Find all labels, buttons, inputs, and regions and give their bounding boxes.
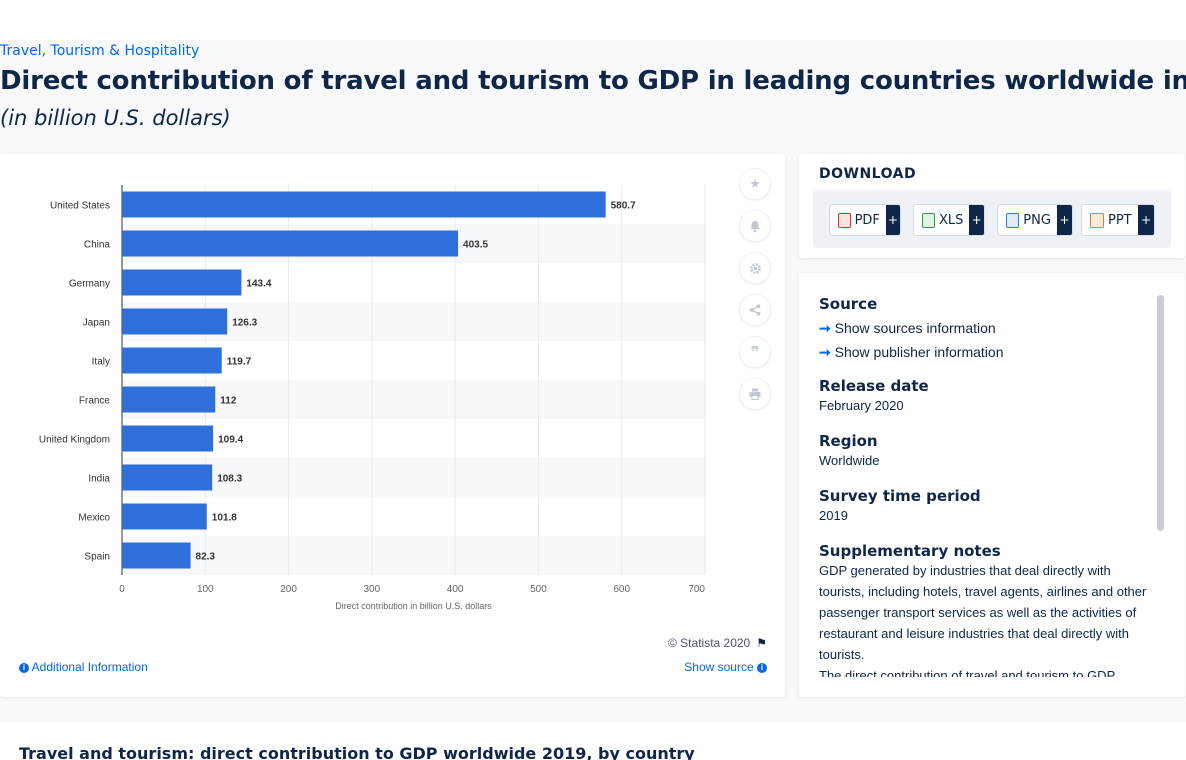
info-icon: i [19,663,29,673]
x-tick-label: 600 [613,584,630,595]
download-pdf-button[interactable]: PDF + [829,204,901,236]
category-label: France [79,396,111,407]
png-file-icon [1006,213,1019,228]
x-tick-label: 200 [280,584,297,595]
download-buttons: PDF + XLS + PNG + PPT + [813,190,1171,248]
data-label: 109.4 [218,435,243,446]
bar-france [122,387,215,413]
download-ppt-button[interactable]: PPT + [1081,204,1155,236]
print-icon[interactable] [739,378,771,410]
data-label: 112 [220,396,237,407]
download-card: DOWNLOAD PDF + XLS + PNG + PPT + [799,154,1185,258]
page-title: Direct contribution of travel and touris… [0,66,1186,96]
x-tick-label: 0 [119,584,125,595]
bar-chart: United States 580.7 China 403.5 Germany 143.4… [0,154,735,624]
flag-icon[interactable]: ⚑ [756,636,767,650]
bar-united-states [122,192,606,218]
supplementary-notes-value-2: The direct contribution of travel and to… [819,665,1149,677]
info-icon: i [757,663,767,673]
category-label: Spain [84,552,110,563]
bar-japan [122,309,227,335]
pdf-file-icon [838,213,851,228]
bar-mexico [122,504,207,530]
breadcrumb[interactable]: Travel, Tourism & Hospitality [0,43,199,59]
related-statistic-title[interactable]: Travel and tourism: direct contribution … [19,744,695,760]
x-tick-label: 100 [197,584,214,595]
plus-icon[interactable]: + [886,205,900,235]
supplementary-notes-value: GDP generated by industries that deal di… [819,560,1149,665]
region-value: Worldwide [819,450,1149,471]
bell-icon[interactable] [739,210,771,242]
arrow-right-icon: ➞ [819,320,831,336]
info-scroll-area[interactable]: Source ➞ Show sources information ➞ Show… [819,273,1151,677]
supplementary-notes-heading: Supplementary notes [819,542,1149,560]
chart-copyright: © Statista 2020 ⚑ [668,636,767,650]
show-source-link[interactable]: Show source i [684,660,767,674]
data-label: 126.3 [232,318,257,329]
bar-italy [122,348,222,374]
show-sources-link[interactable]: ➞ Show sources information [819,316,1149,340]
show-publisher-link[interactable]: ➞ Show publisher information [819,340,1149,364]
chart-side-toolbar: ★ ❞ [739,168,771,420]
category-label: Italy [92,357,110,368]
source-heading: Source [819,295,1149,313]
data-label: 143.4 [246,279,271,290]
data-label: 119.7 [227,357,252,368]
category-label: Japan [83,318,110,329]
category-label: China [84,240,111,251]
download-xls-button[interactable]: XLS + [913,204,985,236]
bar-united-kingdom [122,426,213,452]
bar-china [122,231,458,257]
category-label: India [88,474,110,485]
data-label: 101.8 [212,513,237,524]
download-png-button[interactable]: PNG + [997,204,1073,236]
page-subtitle: (in billion U.S. dollars) [0,106,231,130]
bar-india [122,465,212,491]
download-title: DOWNLOAD [819,166,916,182]
release-date-heading: Release date [819,377,1149,395]
info-panel: Source ➞ Show sources information ➞ Show… [799,273,1185,697]
bar-spain [122,543,191,569]
category-label: Mexico [78,513,110,524]
plus-icon[interactable]: + [1057,205,1072,235]
star-icon[interactable]: ★ [739,168,771,200]
x-axis-title: Direct contribution in billion U.S. doll… [335,601,492,611]
quote-icon[interactable]: ❞ [739,336,771,368]
x-tick-label: 700 [688,584,705,595]
category-label: United Kingdom [39,435,110,446]
region-heading: Region [819,432,1149,450]
xls-file-icon [922,213,935,228]
release-date-value: February 2020 [819,395,1149,416]
survey-period-heading: Survey time period [819,487,1149,505]
gear-icon[interactable] [739,252,771,284]
ppt-file-icon [1090,213,1104,228]
survey-period-value: 2019 [819,505,1149,526]
data-label: 403.5 [463,240,488,251]
plus-icon[interactable]: + [969,205,984,235]
category-label: Germany [69,279,110,290]
data-label: 108.3 [217,474,242,485]
category-label: United States [50,201,110,212]
info-scrollbar[interactable] [1157,295,1164,531]
bar-germany [122,270,241,296]
x-tick-label: 500 [530,584,547,595]
chart-card: United States 580.7 China 403.5 Germany 143.4… [0,154,785,697]
data-label: 82.3 [196,552,216,563]
top-bar [0,0,1186,40]
plus-icon[interactable]: + [1138,205,1154,235]
share-icon[interactable] [739,294,771,326]
arrow-right-icon: ➞ [819,344,831,360]
data-label: 580.7 [611,201,636,212]
additional-info-link[interactable]: i Additional Information [19,660,148,674]
x-tick-label: 400 [447,584,464,595]
x-tick-label: 300 [364,584,381,595]
